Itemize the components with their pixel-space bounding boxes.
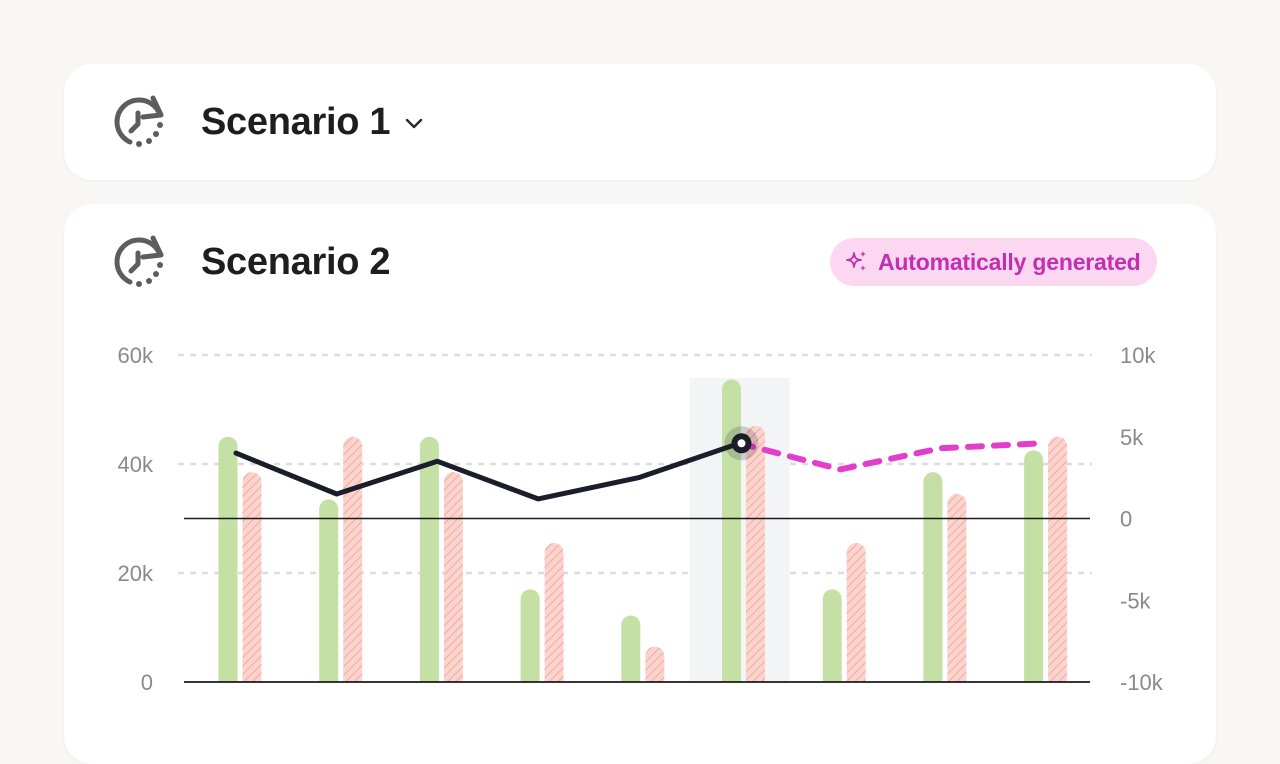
- chevron-down-icon[interactable]: [403, 114, 425, 134]
- bar-hatched-red[interactable]: [544, 543, 564, 692]
- bar-green[interactable]: [319, 499, 339, 692]
- bar-green[interactable]: [923, 472, 943, 692]
- bar-hatched-red[interactable]: [242, 472, 262, 692]
- scenario-1-title: Scenario 1: [201, 101, 391, 143]
- bar-hatched-red[interactable]: [947, 493, 967, 692]
- y-right-tick-label: 5k: [1120, 425, 1144, 450]
- actual-line: [233, 440, 742, 502]
- forecast-line: [736, 440, 1045, 473]
- scenario-2-title: Scenario 2: [201, 241, 391, 283]
- y-left-tick-label: 40k: [118, 452, 154, 477]
- sparkles-icon: [846, 251, 866, 271]
- bar-hatched-red[interactable]: [343, 436, 363, 692]
- bar-green[interactable]: [1024, 450, 1044, 692]
- bar-green[interactable]: [218, 436, 238, 692]
- bar-hatched-red[interactable]: [746, 425, 765, 692]
- clock-refresh-icon: [114, 95, 164, 147]
- bar-hatched-red[interactable]: [1048, 436, 1068, 692]
- y-right-tick-label: 0: [1120, 507, 1132, 532]
- bar-green[interactable]: [520, 589, 540, 692]
- scenario-1-card[interactable]: Scenario 1: [64, 64, 1216, 180]
- badge-label: Automatically generated: [878, 248, 1141, 275]
- bar-green[interactable]: [621, 615, 641, 692]
- bar-hatched-red[interactable]: [645, 646, 665, 692]
- y-right-tick-label: -5k: [1120, 588, 1152, 613]
- y-left-tick-label: 0: [141, 670, 153, 695]
- highlighted-point-center: [737, 439, 746, 448]
- y-right-tick-label: 10k: [1120, 343, 1156, 368]
- bar-hatched-red[interactable]: [846, 543, 866, 692]
- chart: 0 20k 40k 60k -10k -5k 0 5k 10k: [118, 343, 1164, 695]
- bar-green[interactable]: [722, 379, 741, 692]
- y-left-tick-label: 60k: [118, 343, 154, 368]
- y-right-tick-label: -10k: [1120, 670, 1164, 695]
- bar-hatched-red[interactable]: [443, 472, 463, 692]
- clock-refresh-icon: [114, 235, 164, 287]
- y-left-tick-label: 20k: [118, 561, 154, 586]
- auto-generated-badge: Automatically generated: [830, 238, 1157, 286]
- bar-green[interactable]: [822, 589, 842, 692]
- bar-green[interactable]: [419, 436, 439, 692]
